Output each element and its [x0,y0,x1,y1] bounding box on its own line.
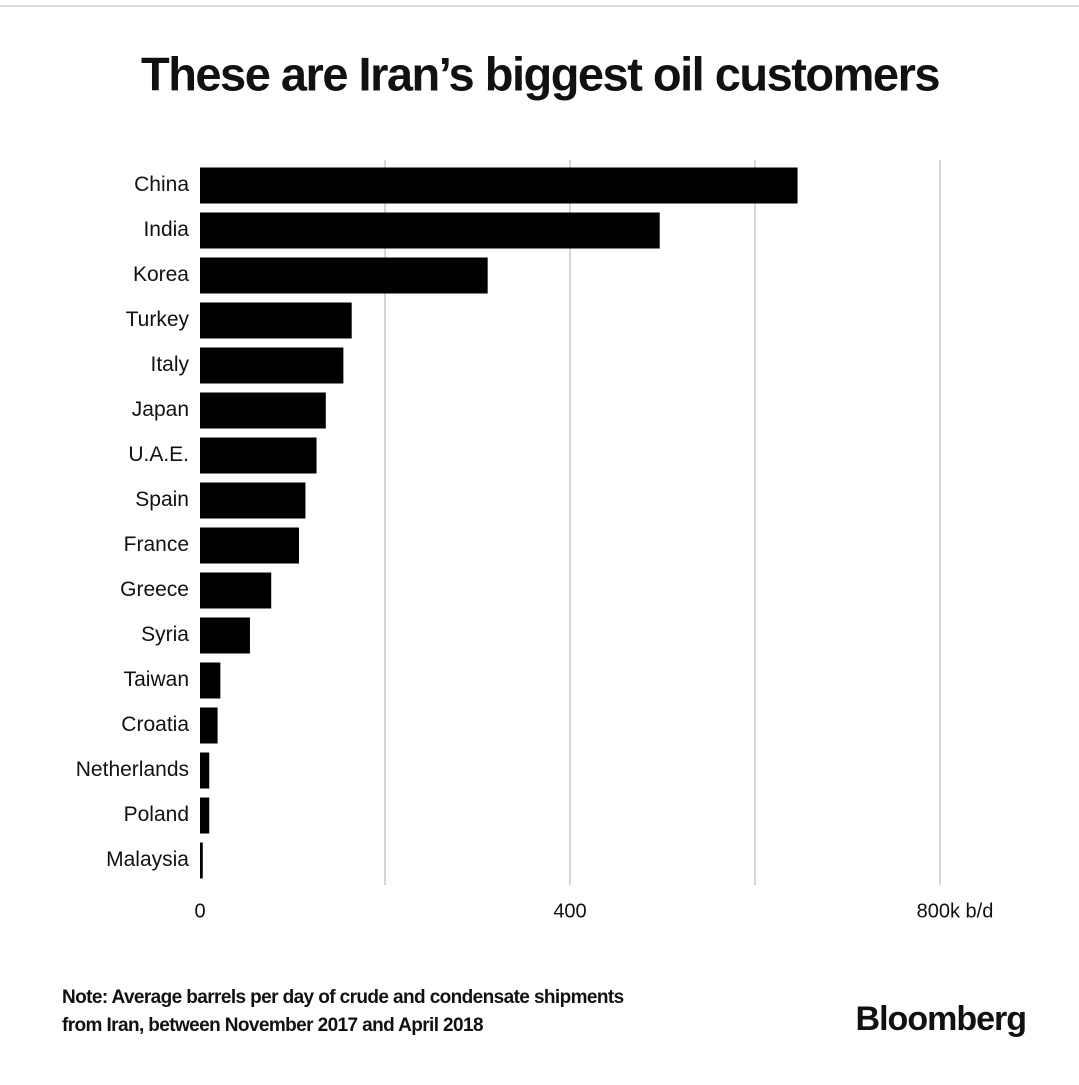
bar [200,302,352,339]
bar [200,617,250,654]
y-tick-label: Poland [124,803,189,826]
y-tick-label: U.A.E. [128,443,189,466]
y-tick-label: Syria [141,623,189,646]
bar [200,167,798,204]
bar [200,842,203,879]
bar [200,662,221,699]
source-logo: Bloomberg [856,1000,1026,1038]
bar [200,347,344,384]
bar [200,482,306,519]
bar [200,392,326,429]
y-tick-label: China [134,173,189,196]
y-tick-label: Taiwan [124,668,189,691]
y-tick-label: Japan [132,398,189,421]
y-tick-label: Italy [150,353,189,376]
bar [200,257,488,294]
x-tick-label: 800k b/d [917,900,994,922]
y-tick-label: Spain [135,488,189,511]
note: from Iran, between November 2017 and Apr… [62,1015,483,1036]
y-tick-label: Turkey [126,308,190,331]
bar [200,707,218,744]
x-tick-label: 400 [553,900,586,922]
bar [200,752,210,789]
x-tick-label: 0 [194,900,205,922]
note: Note: Average barrels per day of crude a… [62,987,624,1008]
y-tick-label: Greece [120,578,189,601]
y-tick-label: France [124,533,189,556]
y-tick-label: Korea [133,263,189,286]
bar [200,572,272,609]
y-tick-label: Croatia [121,713,189,736]
y-tick-label: Netherlands [76,758,189,781]
bar [200,437,317,474]
bar [200,527,299,564]
bar [200,797,210,834]
y-tick-label: Malaysia [106,848,189,871]
chart-title: These are Iran’s biggest oil customers [141,47,939,100]
bar [200,212,660,249]
y-tick-label: India [143,218,189,241]
